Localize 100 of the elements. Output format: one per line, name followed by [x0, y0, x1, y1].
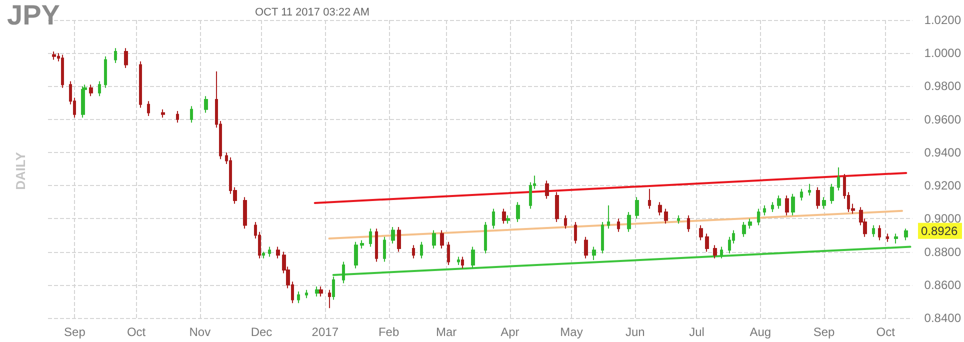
y-tick-label: 1.0200: [924, 13, 962, 27]
x-tick-label: Aug: [750, 325, 772, 339]
candlestick: [894, 233, 898, 244]
candlestick: [777, 194, 781, 210]
y-tick-label: 0.8400: [924, 311, 962, 325]
candlestick: [664, 208, 668, 224]
candlestick: [440, 230, 444, 249]
candlestick: [139, 60, 142, 108]
candlestick: [800, 188, 803, 201]
candlestick: [720, 246, 723, 259]
candlestick: [328, 289, 331, 309]
x-tick-label: Nov: [189, 325, 211, 339]
y-tick-label: 0.8600: [924, 278, 962, 292]
y-tick-label: 1.0000: [924, 46, 962, 60]
x-tick-label: Dec: [250, 325, 272, 339]
y-tick-label: 0.9400: [924, 145, 962, 160]
candlestick: [878, 224, 881, 241]
candlestick: [574, 221, 577, 244]
candlestick: [147, 100, 150, 117]
candlestick: [124, 48, 128, 69]
x-tick-label: Sep: [813, 325, 836, 339]
candlestick: [872, 224, 875, 238]
candlestick: [506, 214, 510, 224]
annotation: 0.8926: [921, 224, 958, 238]
candlestick: [687, 214, 690, 232]
x-tick-label: Sep: [64, 325, 86, 339]
candlestick: [461, 256, 464, 269]
candlestick: [555, 192, 559, 222]
candlestick: [677, 214, 680, 224]
x-tick-label: Oct: [126, 325, 146, 339]
candlestick: [98, 80, 101, 97]
candlestick: [886, 233, 889, 242]
candlestick: [305, 289, 308, 299]
candlestick: [564, 214, 567, 230]
candlestick: [89, 84, 93, 97]
candlestick: [635, 196, 639, 220]
candlestick: [699, 224, 703, 241]
candlestick: [791, 193, 795, 216]
chart-title: JPY: [7, 0, 60, 30]
y-axis-title: DAILY: [13, 152, 28, 190]
y-tick-label: 0.9000: [924, 212, 962, 226]
candlestick: [332, 276, 335, 300]
y-tick-label: 0.9800: [924, 79, 962, 94]
candlestick: [545, 180, 549, 200]
candlestick: [354, 241, 358, 269]
candlestick: [52, 50, 56, 60]
candlestick: [243, 196, 247, 230]
candlestick: [369, 228, 372, 248]
x-tick-label: Apr: [500, 325, 520, 339]
candlestick: [607, 204, 610, 230]
candlestick: [658, 202, 662, 216]
candlestick: [319, 286, 323, 297]
x-tick-label: Mar: [436, 325, 457, 339]
candlestick: [592, 246, 596, 261]
candlestick: [584, 236, 588, 259]
candlestick: [627, 212, 631, 232]
candlestick: [713, 244, 717, 259]
x-tick-label: Jul: [689, 325, 704, 339]
candlestick: [447, 241, 450, 266]
candlestick: [808, 183, 811, 196]
x-tick-label: Feb: [378, 325, 400, 339]
candlestick: [471, 246, 475, 269]
candlestick: [904, 228, 908, 241]
chart-subtitle: OCT 11 2017 03:22 AM: [255, 6, 370, 18]
candlestick: [81, 86, 85, 118]
y-tick-label: 0.9200: [924, 178, 962, 193]
candlestick: [276, 246, 280, 259]
candlestick: [383, 236, 386, 262]
candlestick: [297, 291, 300, 304]
candlestick: [757, 208, 760, 226]
x-tick-label: May: [560, 325, 583, 339]
candlestick: [204, 96, 208, 114]
candlestick: [161, 108, 165, 118]
candlestick: [190, 106, 193, 124]
candlestick: [432, 230, 436, 249]
candlestick: [397, 226, 401, 252]
candlestick: [104, 56, 107, 88]
candlestick: [61, 54, 64, 88]
candlestick: [484, 221, 487, 254]
candlestick: [601, 221, 604, 254]
candlestick: [114, 48, 117, 64]
candlestick: [315, 286, 319, 297]
candlestick: [492, 208, 495, 230]
candlestick: [830, 183, 834, 204]
candlestick: [771, 202, 774, 213]
candlestick: [516, 202, 520, 222]
candlestick: [457, 256, 460, 266]
candlestick: [748, 218, 752, 230]
x-tick-label: Jun: [625, 325, 645, 339]
candlestick: [268, 246, 271, 258]
candlestick: [648, 188, 651, 210]
candlestick: [816, 186, 820, 210]
candlestick: [412, 244, 415, 259]
candlestick: [391, 226, 395, 244]
candlestick: [763, 204, 766, 216]
candlestick: [742, 221, 746, 238]
candlestick: [420, 241, 423, 259]
x-tick-label: 2017: [312, 325, 339, 339]
y-tick-label: 0.9600: [924, 112, 962, 126]
candlestick: [822, 196, 826, 210]
